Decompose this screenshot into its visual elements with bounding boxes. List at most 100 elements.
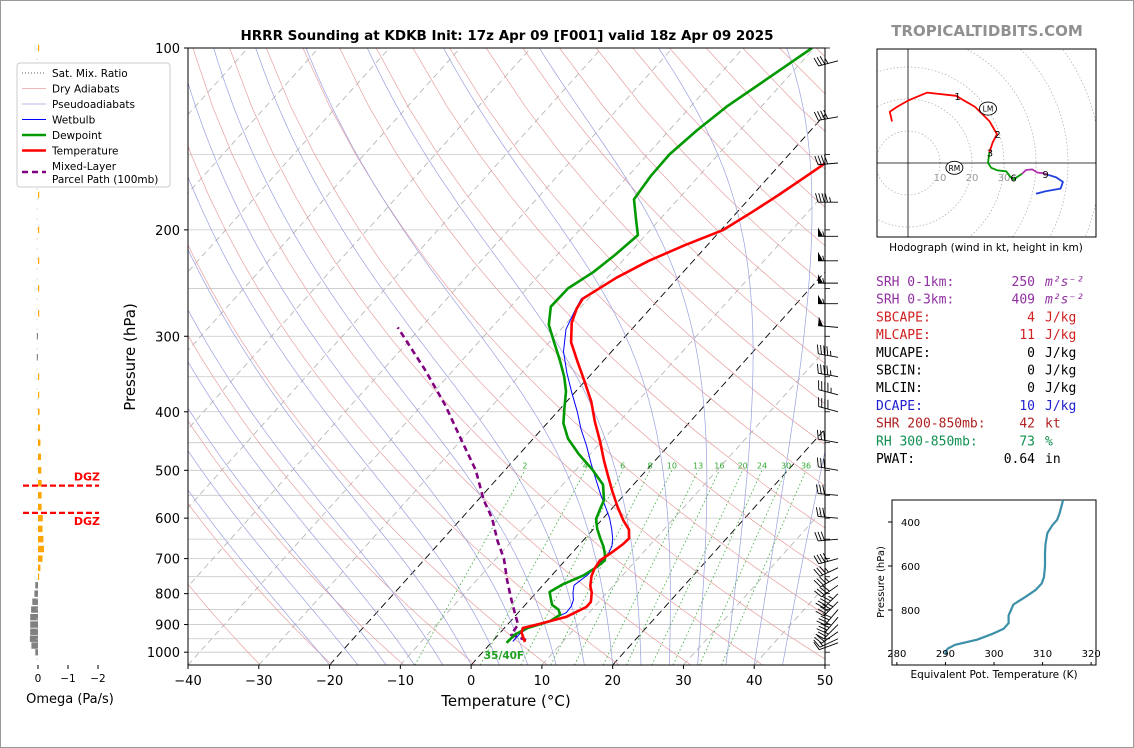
mixing-ratio-line bbox=[602, 470, 699, 665]
stat-row: PWAT: 0.64 in bbox=[876, 452, 1061, 467]
temperature-line bbox=[520, 161, 825, 643]
stat-unit: in bbox=[1045, 452, 1061, 467]
barb-full bbox=[816, 429, 819, 440]
hodograph-trace bbox=[987, 152, 1023, 181]
legend: Sat. Mix. Ratio Dry Adiabats Pseudoadiabat… bbox=[16, 62, 171, 188]
stat-row: DCAPE: 10 J/kg bbox=[876, 399, 1076, 414]
theta-e-x-title: Equivalent Pot. Temperature (K) bbox=[910, 669, 1077, 681]
wind-barb bbox=[815, 601, 839, 617]
barb-staff bbox=[818, 438, 839, 444]
stat-value: 250 bbox=[1012, 275, 1035, 290]
stat-value: 73 bbox=[1019, 434, 1035, 449]
dry-adiabat bbox=[188, 502, 333, 665]
omega-bar bbox=[30, 621, 38, 628]
dry-adiabat bbox=[485, 48, 825, 405]
y-tick-label: 200 bbox=[155, 224, 180, 239]
wind-barb bbox=[814, 531, 839, 542]
barb-staff bbox=[818, 60, 839, 67]
theta-e-y-title: Pressure (hPa) bbox=[876, 546, 887, 618]
stat-unit: J/kg bbox=[1045, 328, 1076, 343]
barb-staff bbox=[821, 631, 839, 644]
stat-label: DCAPE: bbox=[876, 399, 923, 414]
legend-label: Dewpoint bbox=[52, 130, 102, 142]
mixing-ratio-line bbox=[479, 470, 586, 665]
dry-adiabat bbox=[522, 48, 825, 364]
barb-full bbox=[819, 553, 826, 563]
x-tick-label: 50 bbox=[817, 674, 834, 689]
stat-unit: J/kg bbox=[1045, 346, 1076, 361]
isotherm-line bbox=[258, 48, 815, 665]
omega-bar bbox=[38, 545, 44, 553]
barb-full bbox=[819, 507, 822, 517]
wind-barb bbox=[815, 484, 839, 496]
barb-full bbox=[819, 566, 827, 574]
pseudoadiabat bbox=[539, 48, 708, 665]
barb-full bbox=[816, 344, 819, 354]
barb-full bbox=[817, 608, 827, 614]
barb-pennant bbox=[818, 251, 823, 261]
dewpoint-line bbox=[505, 48, 813, 644]
barb-full bbox=[813, 111, 819, 121]
barb-full bbox=[826, 346, 829, 356]
barb-full bbox=[822, 484, 825, 495]
parcel-path-line bbox=[396, 326, 527, 642]
stat-label: SRH 0-3km: bbox=[876, 293, 954, 308]
legend-label: Mixed-Layer Parcel Path (100mb) bbox=[52, 161, 158, 186]
omega-panel: DGZ DGZ 0 −1 −2 bbox=[23, 44, 106, 685]
omega-bar bbox=[38, 525, 43, 533]
mixing-ratio-label: 4 bbox=[583, 461, 588, 470]
barb-staff bbox=[818, 372, 839, 378]
watermark-text: TROPICALTIDBITS.COM bbox=[891, 22, 1083, 40]
isotherm-line bbox=[541, 349, 825, 665]
pseudoadiabat bbox=[782, 449, 825, 665]
barb-full bbox=[821, 584, 830, 592]
barb-full bbox=[814, 155, 819, 165]
y-tick-label: 100 bbox=[155, 42, 180, 57]
barb-staff bbox=[818, 558, 839, 565]
barb-full bbox=[813, 568, 821, 577]
barb-half bbox=[819, 641, 824, 647]
omega-bar bbox=[38, 310, 40, 317]
barb-full bbox=[816, 620, 826, 626]
stat-label: SBCAPE: bbox=[876, 310, 931, 325]
barb-pennant bbox=[818, 294, 823, 304]
y-axis-title: Pressure (hPa) bbox=[121, 303, 139, 411]
mixing-ratio-label: 2 bbox=[522, 461, 527, 470]
theta-e-frame bbox=[891, 499, 1097, 666]
barb-staff bbox=[818, 538, 839, 542]
barb-half bbox=[826, 622, 832, 626]
hodograph-caption: Hodograph (wind in kt, height in km) bbox=[889, 242, 1083, 254]
stat-label: SRH 0-1km: bbox=[876, 275, 954, 290]
barb-full bbox=[820, 155, 825, 165]
omega-bar bbox=[38, 439, 41, 446]
stat-label: SHR 200-850mb: bbox=[876, 417, 986, 432]
stat-value: 409 bbox=[1012, 293, 1035, 308]
barb-full bbox=[816, 457, 819, 467]
stat-value: 0 bbox=[1027, 364, 1035, 379]
stat-label: SBCIN: bbox=[876, 364, 923, 379]
stat-unit: J/kg bbox=[1045, 310, 1076, 325]
isotherm-line-highlight bbox=[470, 271, 825, 665]
stat-label: MLCIN: bbox=[876, 381, 923, 396]
omega-bar bbox=[38, 492, 42, 499]
pseudoadiabat bbox=[443, 48, 671, 665]
y-tick-label: 300 bbox=[155, 330, 180, 345]
omega-bar bbox=[38, 408, 40, 415]
wind-barbs bbox=[813, 56, 839, 651]
barb-full bbox=[815, 507, 819, 517]
y-tick-label: 500 bbox=[155, 464, 180, 479]
pseudoadiabat bbox=[188, 450, 359, 665]
mixing-ratio-line bbox=[414, 470, 526, 665]
legend-label: Dry Adiabats bbox=[52, 84, 120, 96]
omega-bar bbox=[38, 226, 40, 234]
wind-barb bbox=[813, 641, 839, 651]
wind-barb bbox=[814, 154, 839, 166]
isotherm-line bbox=[400, 192, 825, 665]
barb-full bbox=[815, 602, 825, 609]
barb-full bbox=[819, 576, 827, 584]
barb-full bbox=[814, 636, 822, 644]
stats-panel: SRH 0-1km: 250 m²s⁻² SRH 0-3km: 409 m²s⁻² SBCA… bbox=[876, 275, 1084, 467]
dgz-label: DGZ bbox=[74, 515, 100, 528]
wind-barb bbox=[816, 609, 839, 626]
barb-full bbox=[816, 628, 826, 633]
